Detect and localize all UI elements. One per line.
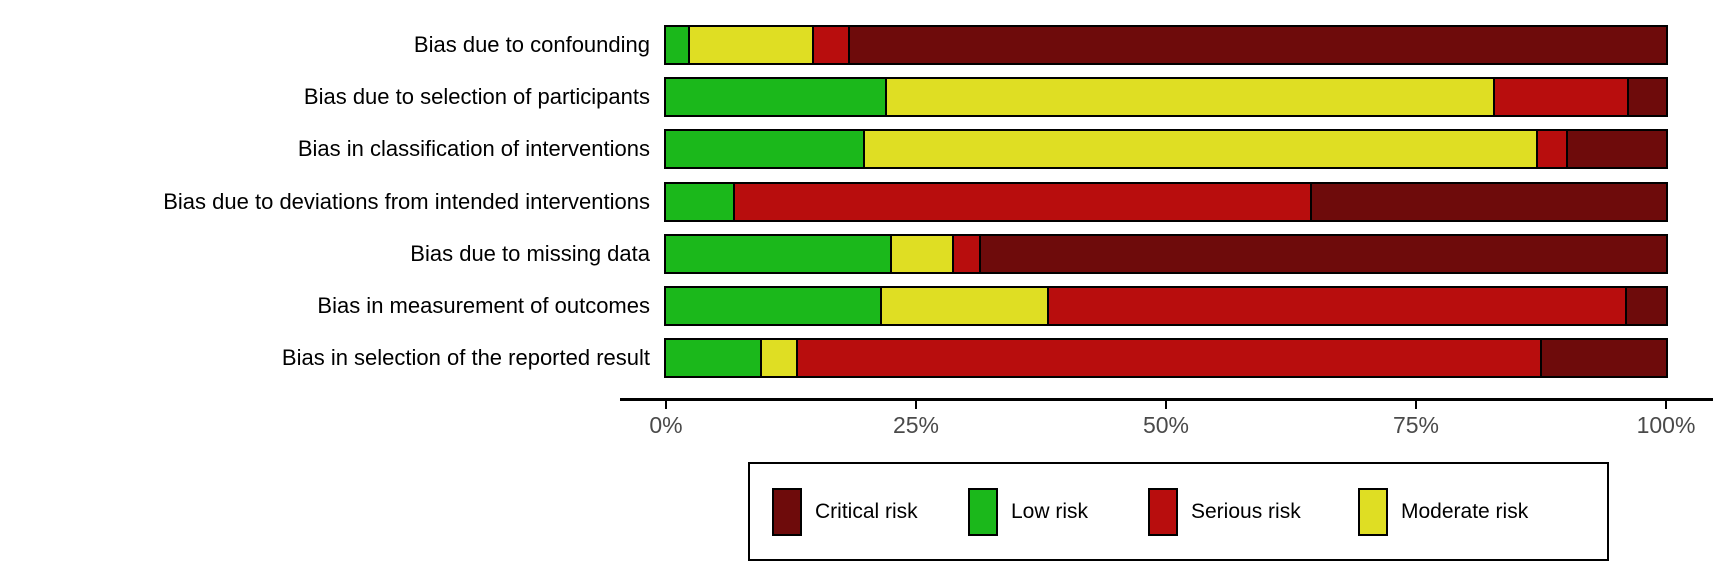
bar-segment-moderate-risk [882, 288, 1049, 324]
stacked-bar [664, 25, 1668, 65]
category-label: Bias due to selection of participants [303, 84, 650, 109]
chart-row: Bias in selection of the reported result [0, 338, 1728, 378]
bar-segment-moderate-risk [887, 79, 1495, 115]
chart-row: Bias due to selection of participants [0, 77, 1728, 117]
chart-row: Bias due to missing data [0, 234, 1728, 274]
category-label: Bias in measurement of outcomes [317, 293, 650, 318]
bar-segment-moderate-risk [892, 236, 954, 272]
stacked-bar [664, 234, 1668, 274]
x-axis-line [620, 398, 1713, 401]
legend-item: Low risk [968, 464, 1088, 559]
bar-segment-low-risk [666, 79, 887, 115]
bar-segment-serious-risk [814, 27, 850, 63]
bar-segment-low-risk [666, 236, 892, 272]
stacked-bar [664, 77, 1668, 117]
bar-segment-serious-risk [1495, 79, 1629, 115]
chart-row: Bias due to deviations from intended int… [0, 182, 1728, 222]
x-axis-tick [665, 401, 667, 409]
x-axis-tick [1415, 401, 1417, 409]
legend-swatch-critical-risk [772, 487, 802, 536]
x-axis-tick [1665, 401, 1667, 409]
stacked-bar [664, 182, 1668, 222]
chart-legend: Critical risk Low risk Serious risk Moderat… [748, 462, 1609, 561]
bar-segment-critical-risk [1542, 340, 1666, 376]
x-axis-tick-label: 75% [1392, 412, 1440, 438]
bar-segment-critical-risk [1629, 79, 1666, 115]
category-label: Bias in selection of the reported result [281, 345, 650, 370]
bar-segment-critical-risk [1568, 131, 1666, 167]
stacked-bar [664, 338, 1668, 378]
bar-segment-moderate-risk [690, 27, 814, 63]
bar-segment-serious-risk [1049, 288, 1627, 324]
bar-segment-critical-risk [1627, 288, 1666, 324]
category-label: Bias in classification of interventions [297, 136, 650, 161]
bar-segment-serious-risk [954, 236, 981, 272]
bar-segment-low-risk [666, 27, 690, 63]
bar-segment-serious-risk [798, 340, 1542, 376]
bar-segment-low-risk [666, 288, 882, 324]
bar-segment-moderate-risk [865, 131, 1538, 167]
bar-segment-critical-risk [1312, 184, 1666, 220]
legend-item: Serious risk [1148, 464, 1301, 559]
legend-swatch-serious-risk [1148, 487, 1178, 536]
chart-row: Bias due to confounding [0, 25, 1728, 65]
x-axis-tick-label: 25% [892, 412, 940, 438]
category-label: Bias due to deviations from intended int… [163, 189, 650, 214]
chart-row: Bias in measurement of outcomes [0, 286, 1728, 326]
bar-segment-serious-risk [1538, 131, 1568, 167]
category-label: Bias due to confounding [413, 32, 650, 57]
bar-segment-moderate-risk [762, 340, 798, 376]
bar-segment-low-risk [666, 340, 762, 376]
x-axis-tick-label: 50% [1142, 412, 1190, 438]
legend-label: Moderate risk [1401, 499, 1529, 523]
legend-item: Critical risk [772, 464, 918, 559]
legend-label: Low risk [1011, 499, 1089, 523]
legend-label: Critical risk [815, 499, 918, 523]
stacked-bar [664, 286, 1668, 326]
bar-segment-serious-risk [735, 184, 1312, 220]
legend-label: Serious risk [1191, 499, 1301, 523]
x-axis-tick [915, 401, 917, 409]
bar-segment-critical-risk [850, 27, 1666, 63]
category-label: Bias due to missing data [410, 241, 650, 266]
x-axis-tick-label: 100% [1636, 412, 1696, 438]
x-axis-tick-label: 0% [649, 412, 683, 438]
bar-segment-critical-risk [981, 236, 1666, 272]
legend-swatch-low-risk [968, 487, 998, 536]
bar-segment-low-risk [666, 131, 865, 167]
legend-swatch-moderate-risk [1358, 487, 1388, 536]
bar-segment-low-risk [666, 184, 735, 220]
chart-row: Bias in classification of interventions [0, 129, 1728, 169]
legend-item: Moderate risk [1358, 464, 1528, 559]
x-axis-tick [1165, 401, 1167, 409]
stacked-bar [664, 129, 1668, 169]
